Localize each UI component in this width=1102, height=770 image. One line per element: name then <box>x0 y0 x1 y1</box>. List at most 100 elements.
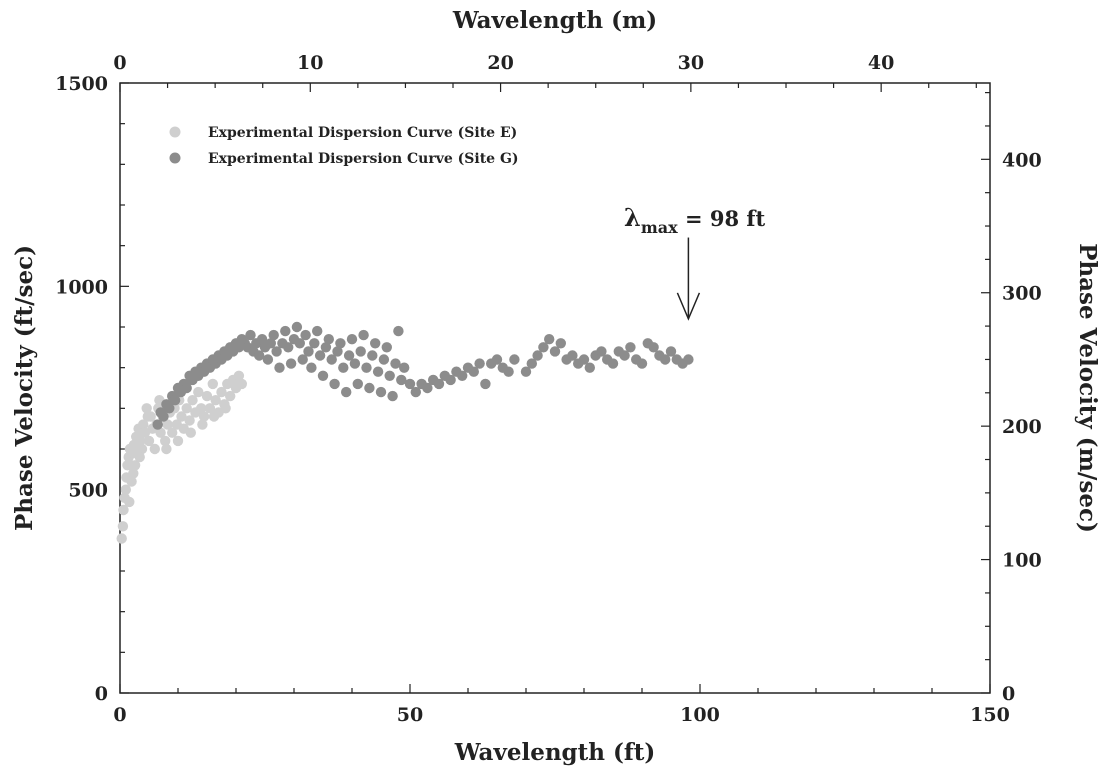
lambda-symbol: λ <box>624 203 641 232</box>
site-e-point <box>172 435 184 447</box>
site-g-point <box>445 374 456 386</box>
site-e-point <box>201 390 213 402</box>
site-e-point <box>196 403 207 414</box>
site-e-point <box>155 427 166 438</box>
site-e-point <box>233 370 245 381</box>
plot-frame <box>119 82 991 694</box>
y2-tick-label: 400 <box>1002 149 1042 171</box>
site-g-point <box>317 370 329 381</box>
site-e-point <box>216 386 227 398</box>
y-tick-label: 500 <box>68 480 108 502</box>
site-e-point <box>160 435 171 447</box>
x2-tick-label: 10 <box>297 52 323 74</box>
x-tick-label: 150 <box>970 704 1010 726</box>
site-g-point <box>338 362 349 373</box>
site-e-point <box>187 395 198 406</box>
site-g-point <box>341 386 352 398</box>
tick-labels: 0 50 100 1500 10 20 30 400500100015000100200300… <box>55 52 1042 726</box>
minor-ticks <box>119 82 991 694</box>
site-g-point <box>291 321 303 333</box>
site-g-point <box>254 350 265 361</box>
site-g-point <box>538 342 549 353</box>
site-e-point <box>193 386 204 398</box>
site-g-point <box>294 338 305 349</box>
site-g-point <box>636 358 648 369</box>
site-e-point <box>118 504 129 516</box>
site-e-point <box>143 435 155 447</box>
site-g-point <box>364 382 375 394</box>
site-g-point <box>262 354 274 365</box>
site-e-point <box>210 395 221 406</box>
site-g-point <box>245 329 256 341</box>
y-tick-label: 1000 <box>55 276 108 298</box>
site-g-point <box>660 354 671 365</box>
site-g-point <box>555 338 566 349</box>
site-g-point <box>274 362 285 373</box>
site-g-point <box>181 382 192 394</box>
site-g-point <box>549 346 561 357</box>
site-g-point <box>625 342 636 353</box>
x-tick-label: 100 <box>680 704 720 726</box>
site-e-point <box>197 419 208 430</box>
site-g-point <box>596 346 607 357</box>
lambda-max-arrow-head <box>676 292 701 321</box>
site-e-point <box>141 403 152 414</box>
site-g-point <box>256 334 268 345</box>
legend: Experimental Dispersion Curve (Site E) E… <box>169 125 519 167</box>
site-g-point <box>381 342 392 353</box>
site-g-point <box>375 386 387 398</box>
site-e-point <box>161 443 172 455</box>
site-g-point <box>648 342 659 353</box>
site-g-point <box>306 362 317 373</box>
site-e-point <box>198 411 210 422</box>
site-e-point <box>117 521 129 532</box>
x2-axis-title: Wavelength (m) <box>452 7 657 34</box>
site-e-point <box>167 427 178 438</box>
site-g-point <box>320 342 332 353</box>
y2-tick-label: 300 <box>1002 283 1042 305</box>
site-g-point <box>433 378 445 390</box>
site-g-point <box>169 395 181 406</box>
site-g-point <box>393 325 404 337</box>
site-g-point <box>323 334 334 345</box>
site-g-point <box>503 366 514 377</box>
site-g-point <box>526 358 537 369</box>
lambda-value: = 98 ft <box>678 206 766 231</box>
legend-marker-site-g <box>169 152 181 164</box>
site-g-point <box>268 329 279 341</box>
site-e-point <box>225 390 236 402</box>
site-g-point <box>352 378 363 390</box>
site-g-point <box>410 386 421 398</box>
site-e-point <box>236 378 247 390</box>
site-g-point <box>370 338 381 349</box>
legend-label-site-e: Experimental Dispersion Curve (Site E) <box>208 125 517 141</box>
site-g-point <box>349 358 361 369</box>
x2-tick-label: 30 <box>678 52 704 74</box>
site-e-point <box>220 403 231 414</box>
site-g-point <box>387 390 398 402</box>
site-g-point <box>491 354 503 365</box>
site-g-point <box>312 325 323 337</box>
site-e-point <box>124 496 135 508</box>
site-e-point <box>128 468 139 479</box>
site-g-point <box>619 350 630 361</box>
site-e-point <box>149 443 160 455</box>
site-g-point <box>361 362 372 373</box>
x-axis-title: Wavelength (ft) <box>454 739 656 766</box>
site-g-point <box>665 346 677 357</box>
site-e-point <box>126 476 137 487</box>
x-tick-label: 50 <box>397 704 423 726</box>
site-g-point <box>378 354 390 365</box>
site-g-point <box>271 346 282 357</box>
site-g-point <box>265 338 276 349</box>
site-g-point <box>303 346 314 357</box>
site-g-point <box>683 354 694 365</box>
site-e-point <box>208 411 220 422</box>
y2-tick-label: 200 <box>1002 416 1042 438</box>
x2-tick-label: 20 <box>487 52 513 74</box>
site-g-point <box>346 334 358 345</box>
site-e-point <box>116 533 127 544</box>
x2-tick-label: 0 <box>113 52 126 74</box>
site-g-point <box>300 329 311 341</box>
